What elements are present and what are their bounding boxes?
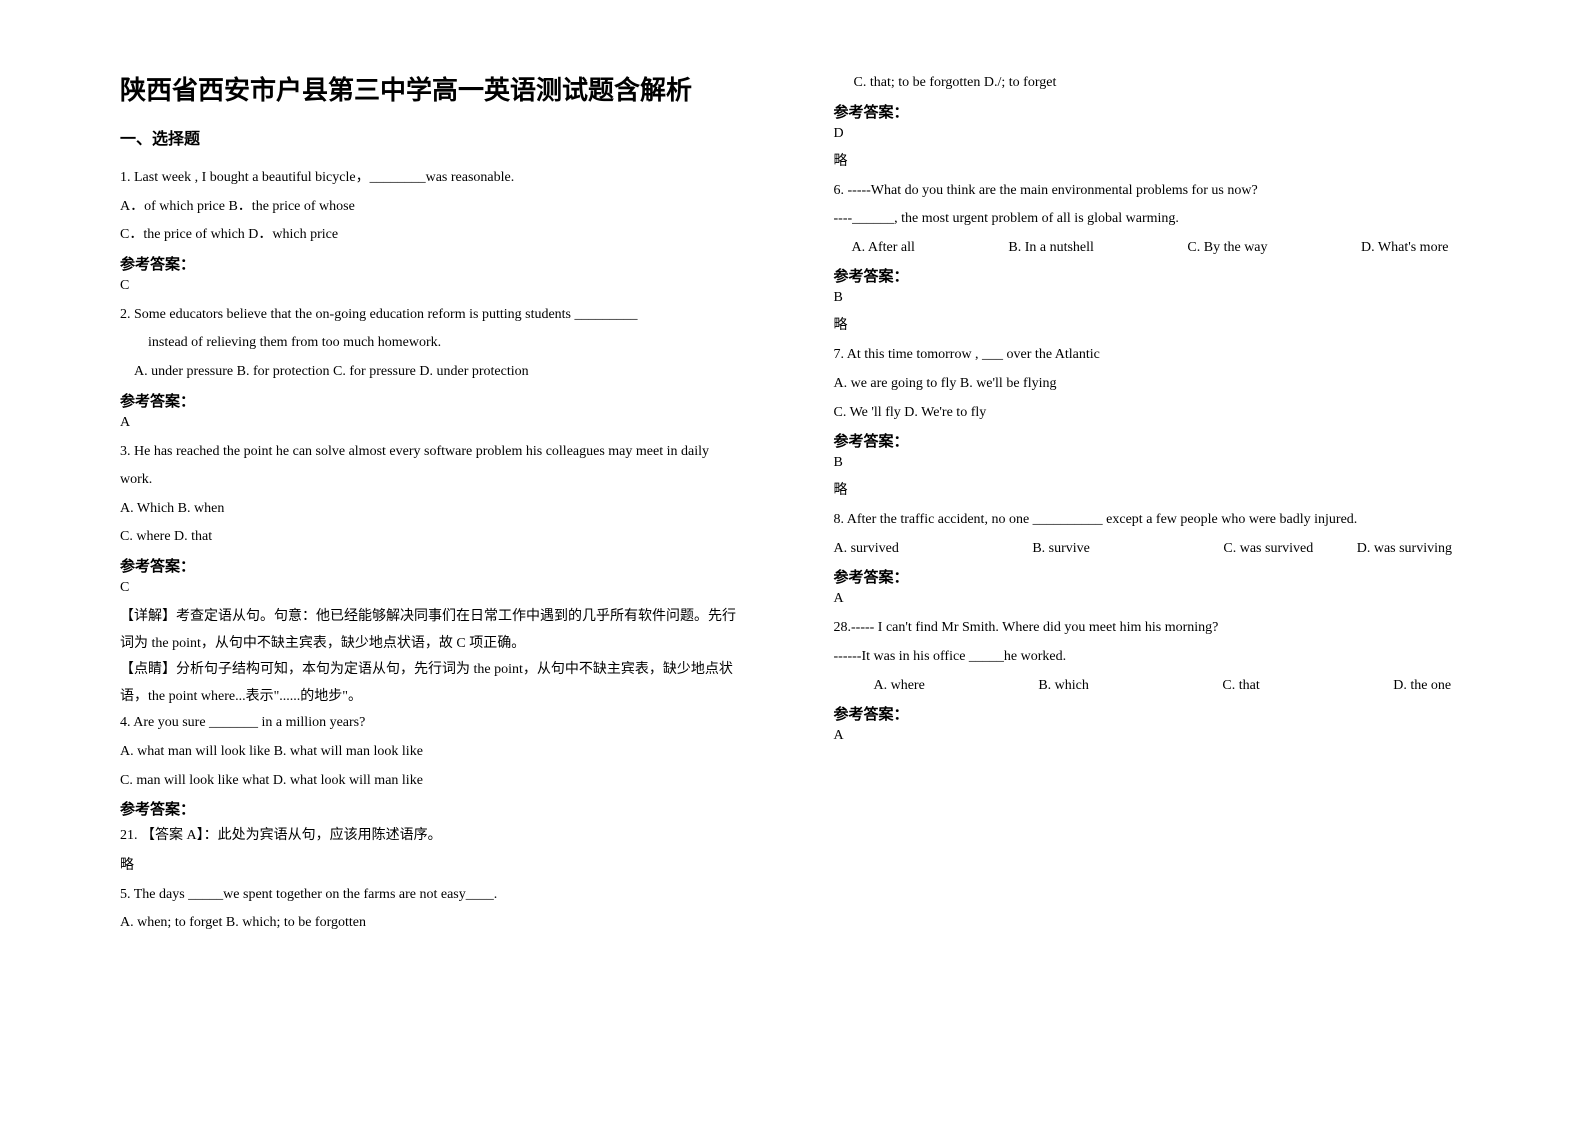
q8-opt-a: A. survived — [834, 536, 899, 563]
q6-opt-a: A. After all — [852, 235, 915, 262]
q2-answer-label: 参考答案： — [120, 390, 794, 411]
right-column: C. that; to be forgotten D./; to forget … — [814, 70, 1528, 1082]
q8-opts: A. survived B. survive C. was survived D… — [834, 536, 1508, 563]
q28-line1: 28.----- I can't find Mr Smith. Where di… — [834, 615, 1508, 642]
q1-opts-row1: A．of which price B．the price of whose — [120, 194, 794, 221]
q5-opts-row1: A. when; to forget B. which; to be forgo… — [120, 910, 794, 937]
q3-line1: 3. He has reached the point he can solve… — [120, 439, 794, 466]
q1-answer-label: 参考答案： — [120, 253, 794, 274]
q5-answer: D — [834, 126, 1508, 142]
q1-answer: C — [120, 278, 794, 294]
q3-explain-1: 【详解】考查定语从句。句意：他已经能够解决同事们在日常工作中遇到的几乎所有软件问… — [120, 604, 794, 631]
q5-omit: 略 — [834, 150, 1508, 170]
q4-opts-row1: A. what man will look like B. what will … — [120, 739, 794, 766]
q28-answer: A — [834, 728, 1508, 744]
q4-text: 4. Are you sure _______ in a million yea… — [120, 710, 794, 737]
q3-answer: C — [120, 580, 794, 596]
q3-opts-row1: A. Which B. when — [120, 496, 794, 523]
q6-opts: A. After all B. In a nutshell C. By the … — [834, 235, 1508, 262]
q6-answer: B — [834, 290, 1508, 306]
q1-text: 1. Last week , I bought a beautiful bicy… — [120, 165, 794, 192]
q28-answer-label: 参考答案： — [834, 703, 1508, 724]
q8-answer-label: 参考答案： — [834, 566, 1508, 587]
q28-opt-c: C. that — [1222, 673, 1259, 700]
q3-answer-label: 参考答案： — [120, 555, 794, 576]
left-column: 陕西省西安市户县第三中学高一英语测试题含解析 一、选择题 1. Last wee… — [100, 70, 814, 1082]
q28-opt-b: B. which — [1038, 673, 1089, 700]
q2-line2: instead of relieving them from too much … — [120, 330, 794, 357]
q6-opt-c: C. By the way — [1187, 235, 1267, 262]
q28-line2: ------It was in his office _____he worke… — [834, 644, 1508, 671]
q28-opt-a: A. where — [874, 673, 925, 700]
page-root: 陕西省西安市户县第三中学高一英语测试题含解析 一、选择题 1. Last wee… — [0, 0, 1587, 1122]
q7-omit: 略 — [834, 479, 1508, 499]
q4-opts-row2: C. man will look like what D. what look … — [120, 768, 794, 795]
q28-opts: A. where B. which C. that D. the one — [834, 673, 1508, 700]
q3-explain-2: 词为 the point，从句中不缺主宾表，缺少地点状语，故 C 项正确。 — [120, 631, 794, 658]
q8-opt-b: B. survive — [1032, 536, 1090, 563]
q3-opts-row2: C. where D. that — [120, 524, 794, 551]
q2-opts: A. under pressure B. for protection C. f… — [120, 359, 794, 386]
q5-opts-row2: C. that; to be forgotten D./; to forget — [834, 70, 1508, 97]
q5-text: 5. The days _____we spent together on th… — [120, 882, 794, 909]
q1-opts-row2: C．the price of which D．which price — [120, 222, 794, 249]
q5-answer-label: 参考答案： — [834, 101, 1508, 122]
q6-opt-b: B. In a nutshell — [1008, 235, 1094, 262]
q4-omit: 略 — [120, 854, 794, 874]
q6-opt-d: D. What's more — [1361, 235, 1448, 262]
q6-line2: ----______, the most urgent problem of a… — [834, 206, 1508, 233]
q8-opt-d: D. was surviving — [1357, 536, 1452, 563]
q8-text: 8. After the traffic accident, no one __… — [834, 507, 1508, 534]
q4-answer-label: 参考答案： — [120, 798, 794, 819]
q2-answer: A — [120, 415, 794, 431]
q8-opt-c: C. was survived — [1223, 536, 1313, 563]
q7-answer: B — [834, 455, 1508, 471]
q6-answer-label: 参考答案： — [834, 265, 1508, 286]
section-header: 一、选择题 — [120, 125, 794, 149]
q8-answer: A — [834, 591, 1508, 607]
q3-explain-3: 【点睛】分析句子结构可知，本句为定语从句，先行词为 the point，从句中不… — [120, 657, 794, 684]
document-title: 陕西省西安市户县第三中学高一英语测试题含解析 — [120, 70, 794, 107]
q28-opt-d: D. the one — [1393, 673, 1451, 700]
q7-text: 7. At this time tomorrow , ___ over the … — [834, 342, 1508, 369]
q6-line1: 6. -----What do you think are the main e… — [834, 178, 1508, 205]
q3-line2: work. — [120, 467, 794, 494]
q4-explain: 21. 【答案 A】：此处为宾语从句，应该用陈述语序。 — [120, 823, 794, 850]
q6-omit: 略 — [834, 314, 1508, 334]
q3-explain-4: 语，the point where...表示"......的地步"。 — [120, 684, 794, 711]
q7-opts-row2: C. We 'll fly D. We're to fly — [834, 400, 1508, 427]
q7-opts-row1: A. we are going to fly B. we'll be flyin… — [834, 371, 1508, 398]
q7-answer-label: 参考答案： — [834, 430, 1508, 451]
q2-line1: 2. Some educators believe that the on-go… — [120, 302, 794, 329]
